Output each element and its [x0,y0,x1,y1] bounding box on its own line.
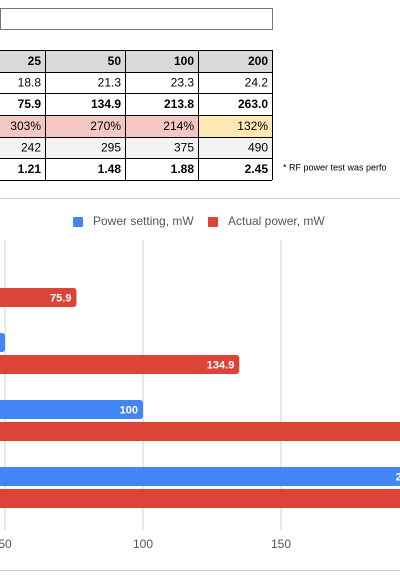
cell-text: 18.8 [18,76,42,90]
bar [0,355,240,374]
cell-text: 134.9 [91,97,121,111]
table-cell [198,93,272,115]
cell-text: 24.2 [245,76,269,90]
cell-text: 50 [108,54,122,68]
cell-text: 100 [174,54,194,68]
data-label: 134.9 [207,359,235,371]
input-box[interactable] [0,8,273,30]
cell-text: 303% [10,119,41,133]
table-cell [125,158,198,180]
cell-text: 295 [101,141,121,155]
table-cell [125,137,198,158]
table-cell [0,93,45,115]
chart: 050100150200250300Power setting, mWActua… [0,214,400,551]
bar [0,467,400,486]
bar [0,422,400,441]
table-cell [198,72,272,93]
cell-text: 132% [237,119,268,133]
cell-text: 213.8 [164,97,194,111]
cell-text: 75.9 [18,97,42,111]
table-cell [45,115,125,137]
table-cell [45,72,125,93]
table-cell [198,137,272,158]
cell-text: 23.3 [171,76,195,90]
x-tick-label: 150 [271,537,291,551]
x-tick-label: 100 [133,537,153,551]
table-cell [0,50,45,72]
cell-text: 25 [28,54,42,68]
table-cell [45,137,125,158]
data-label: 75.9 [50,292,71,304]
cell-text: 214% [163,119,194,133]
cell-text: 263.0 [238,97,268,111]
table-cell [45,93,125,115]
legend-label: Actual power, mW [228,214,325,228]
table-cell [125,115,198,137]
legend-swatch [208,217,218,227]
cell-text: 200 [248,54,268,68]
table-cell [198,50,272,72]
table-cell [0,72,45,93]
bar [0,489,400,508]
cell-text: 1.48 [98,162,122,176]
table-cell [45,50,125,72]
table-cell [0,115,45,137]
cell-text: 1.21 [18,162,42,176]
table-cell [125,72,198,93]
x-tick-label: 50 [0,537,12,551]
cell-text: 490 [248,141,268,155]
cell-text: 270% [90,119,121,133]
table: 25 50 100 200 18.8 21.3 23.3 24.2 75.9 134.9 213.8… [0,50,273,181]
table-cell [198,115,272,137]
table-cell [125,93,198,115]
bar [0,400,143,419]
cell-text: 375 [174,141,194,155]
table-cell [0,137,45,158]
table-cell [45,158,125,180]
table-cell [0,158,45,180]
cell-text: 2.45 [245,162,269,176]
data-label: 200 [396,471,400,483]
bar [0,333,5,352]
bar [0,288,77,307]
cell-text: 242 [21,141,41,155]
legend-label: Power setting, mW [93,214,194,228]
cell-text: 1.88 [171,162,195,176]
cell-text: 21.3 [98,76,122,90]
table-cell [198,158,272,180]
note: * RF power test was perfo [283,162,387,172]
data-label: 100 [120,404,138,416]
table-cell [125,50,198,72]
legend-swatch [73,217,83,227]
